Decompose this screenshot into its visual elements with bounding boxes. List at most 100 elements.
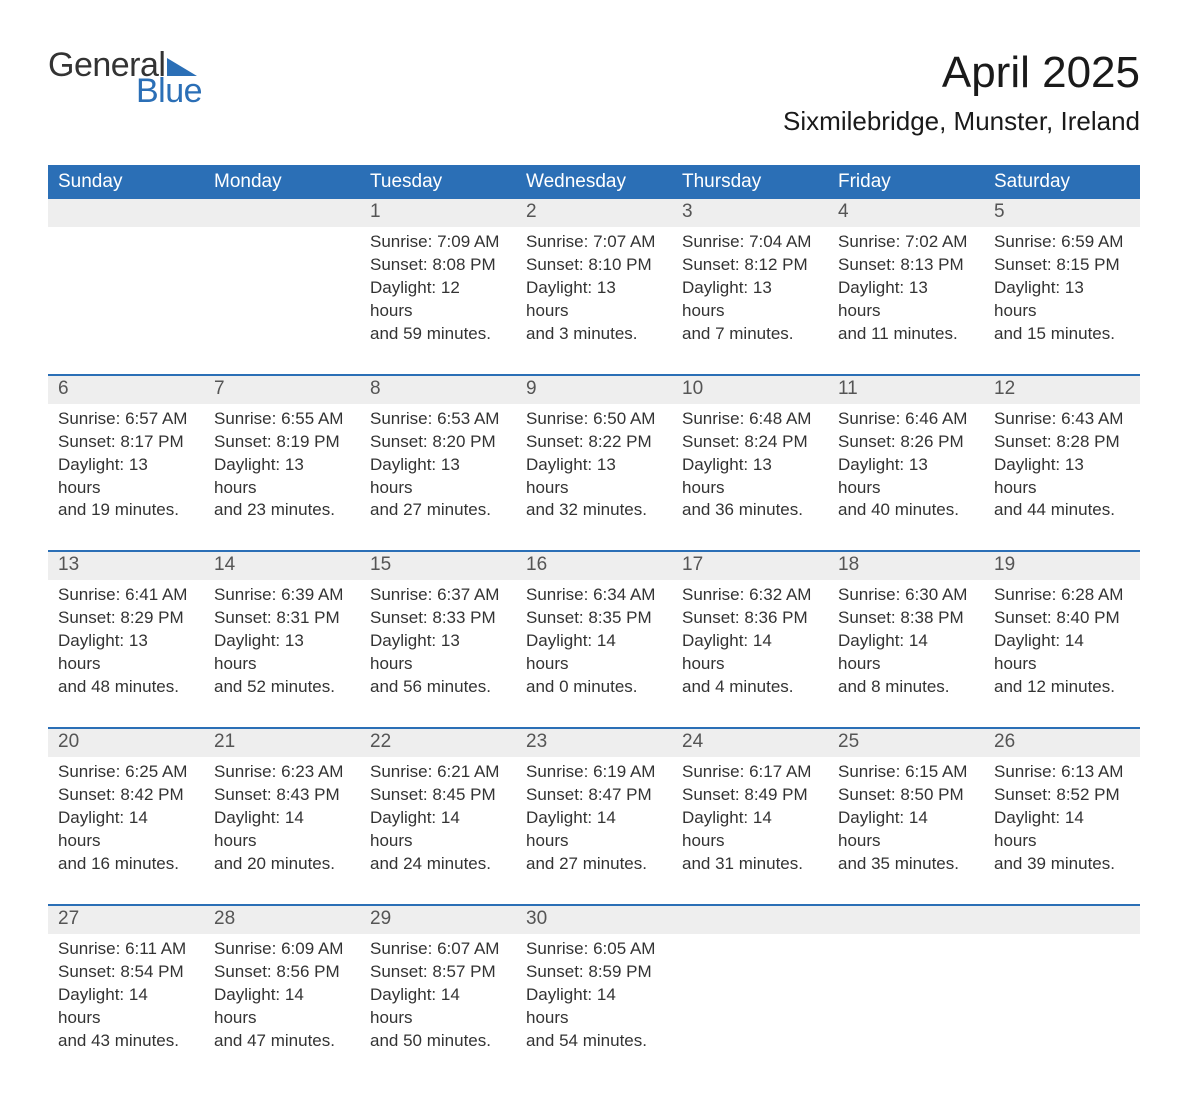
day-cell: Sunrise: 6:50 AMSunset: 8:22 PMDaylight:… — [516, 404, 672, 552]
day-number: 10 — [672, 376, 828, 404]
daylight-line-2: and 8 minutes. — [838, 676, 974, 699]
sunset-line: Sunset: 8:20 PM — [370, 431, 506, 454]
day-number: 6 — [48, 376, 204, 404]
daylight-line-2: and 20 minutes. — [214, 853, 350, 876]
day-number: 30 — [516, 906, 672, 934]
column-header: Wednesday — [516, 165, 672, 199]
month-title: April 2025 — [783, 48, 1140, 98]
sunrise-line: Sunrise: 6:37 AM — [370, 584, 506, 607]
empty-cell — [204, 227, 360, 375]
day-number: 29 — [360, 906, 516, 934]
daylight-line-2: and 24 minutes. — [370, 853, 506, 876]
daylight-line-1: Daylight: 13 hours — [214, 454, 350, 500]
day-number-row: 20212223242526 — [48, 729, 1140, 757]
daylight-line-2: and 36 minutes. — [682, 499, 818, 522]
day-cell: Sunrise: 6:19 AMSunset: 8:47 PMDaylight:… — [516, 757, 672, 905]
day-number: 25 — [828, 729, 984, 757]
daylight-line-1: Daylight: 13 hours — [214, 630, 350, 676]
day-number-row: 12345 — [48, 199, 1140, 227]
sunset-line: Sunset: 8:17 PM — [58, 431, 194, 454]
day-cell: Sunrise: 6:17 AMSunset: 8:49 PMDaylight:… — [672, 757, 828, 905]
daylight-line-2: and 43 minutes. — [58, 1030, 194, 1053]
day-cell: Sunrise: 6:37 AMSunset: 8:33 PMDaylight:… — [360, 580, 516, 728]
daylight-line-2: and 54 minutes. — [526, 1030, 662, 1053]
sunset-line: Sunset: 8:24 PM — [682, 431, 818, 454]
empty-cell — [672, 934, 828, 1081]
daylight-line-1: Daylight: 13 hours — [994, 454, 1130, 500]
daylight-line-2: and 27 minutes. — [526, 853, 662, 876]
day-cell: Sunrise: 6:34 AMSunset: 8:35 PMDaylight:… — [516, 580, 672, 728]
daylight-line-2: and 4 minutes. — [682, 676, 818, 699]
daylight-line-1: Daylight: 14 hours — [214, 807, 350, 853]
sunset-line: Sunset: 8:10 PM — [526, 254, 662, 277]
daylight-line-1: Daylight: 14 hours — [370, 807, 506, 853]
empty-cell — [48, 227, 204, 375]
day-cell: Sunrise: 6:05 AMSunset: 8:59 PMDaylight:… — [516, 934, 672, 1081]
day-number: 15 — [360, 552, 516, 580]
day-cell: Sunrise: 6:32 AMSunset: 8:36 PMDaylight:… — [672, 580, 828, 728]
sunset-line: Sunset: 8:13 PM — [838, 254, 974, 277]
sunset-line: Sunset: 8:49 PM — [682, 784, 818, 807]
daylight-line-1: Daylight: 14 hours — [370, 984, 506, 1030]
day-number: 23 — [516, 729, 672, 757]
day-number: 16 — [516, 552, 672, 580]
day-number: 24 — [672, 729, 828, 757]
daylight-line-1: Daylight: 13 hours — [994, 277, 1130, 323]
day-number: 14 — [204, 552, 360, 580]
day-cell: Sunrise: 6:21 AMSunset: 8:45 PMDaylight:… — [360, 757, 516, 905]
daylight-line-1: Daylight: 13 hours — [682, 454, 818, 500]
column-header: Friday — [828, 165, 984, 199]
day-cell: Sunrise: 6:39 AMSunset: 8:31 PMDaylight:… — [204, 580, 360, 728]
day-number-row: 6789101112 — [48, 376, 1140, 404]
day-cell: Sunrise: 6:11 AMSunset: 8:54 PMDaylight:… — [48, 934, 204, 1081]
sunset-line: Sunset: 8:26 PM — [838, 431, 974, 454]
sunrise-line: Sunrise: 6:48 AM — [682, 408, 818, 431]
day-data-row: Sunrise: 6:41 AMSunset: 8:29 PMDaylight:… — [48, 580, 1140, 728]
sunrise-line: Sunrise: 7:04 AM — [682, 231, 818, 254]
sunset-line: Sunset: 8:56 PM — [214, 961, 350, 984]
daylight-line-1: Daylight: 13 hours — [526, 454, 662, 500]
empty-cell — [672, 906, 828, 934]
day-number: 12 — [984, 376, 1140, 404]
sunrise-line: Sunrise: 6:59 AM — [994, 231, 1130, 254]
daylight-line-2: and 35 minutes. — [838, 853, 974, 876]
daylight-line-2: and 23 minutes. — [214, 499, 350, 522]
day-number: 26 — [984, 729, 1140, 757]
sunrise-line: Sunrise: 7:02 AM — [838, 231, 974, 254]
sunrise-line: Sunrise: 6:53 AM — [370, 408, 506, 431]
sunrise-line: Sunrise: 6:39 AM — [214, 584, 350, 607]
sunrise-line: Sunrise: 6:11 AM — [58, 938, 194, 961]
day-number: 17 — [672, 552, 828, 580]
day-number: 7 — [204, 376, 360, 404]
day-cell: Sunrise: 7:04 AMSunset: 8:12 PMDaylight:… — [672, 227, 828, 375]
sunrise-line: Sunrise: 6:23 AM — [214, 761, 350, 784]
sunset-line: Sunset: 8:29 PM — [58, 607, 194, 630]
day-cell: Sunrise: 6:13 AMSunset: 8:52 PMDaylight:… — [984, 757, 1140, 905]
day-cell: Sunrise: 6:59 AMSunset: 8:15 PMDaylight:… — [984, 227, 1140, 375]
daylight-line-1: Daylight: 14 hours — [526, 984, 662, 1030]
sunset-line: Sunset: 8:36 PM — [682, 607, 818, 630]
sunset-line: Sunset: 8:38 PM — [838, 607, 974, 630]
daylight-line-2: and 40 minutes. — [838, 499, 974, 522]
day-cell: Sunrise: 6:46 AMSunset: 8:26 PMDaylight:… — [828, 404, 984, 552]
sunset-line: Sunset: 8:22 PM — [526, 431, 662, 454]
day-cell: Sunrise: 7:09 AMSunset: 8:08 PMDaylight:… — [360, 227, 516, 375]
sunrise-line: Sunrise: 6:28 AM — [994, 584, 1130, 607]
daylight-line-1: Daylight: 14 hours — [526, 630, 662, 676]
daylight-line-1: Daylight: 13 hours — [370, 630, 506, 676]
sunset-line: Sunset: 8:47 PM — [526, 784, 662, 807]
sunset-line: Sunset: 8:15 PM — [994, 254, 1130, 277]
day-data-row: Sunrise: 7:09 AMSunset: 8:08 PMDaylight:… — [48, 227, 1140, 375]
daylight-line-2: and 56 minutes. — [370, 676, 506, 699]
daylight-line-1: Daylight: 14 hours — [58, 807, 194, 853]
daylight-line-2: and 0 minutes. — [526, 676, 662, 699]
sunrise-line: Sunrise: 6:05 AM — [526, 938, 662, 961]
day-number: 21 — [204, 729, 360, 757]
empty-cell — [984, 906, 1140, 934]
sunrise-line: Sunrise: 7:09 AM — [370, 231, 506, 254]
day-data-row: Sunrise: 6:25 AMSunset: 8:42 PMDaylight:… — [48, 757, 1140, 905]
day-number: 3 — [672, 199, 828, 227]
day-cell: Sunrise: 6:28 AMSunset: 8:40 PMDaylight:… — [984, 580, 1140, 728]
daylight-line-1: Daylight: 14 hours — [994, 807, 1130, 853]
sunset-line: Sunset: 8:33 PM — [370, 607, 506, 630]
